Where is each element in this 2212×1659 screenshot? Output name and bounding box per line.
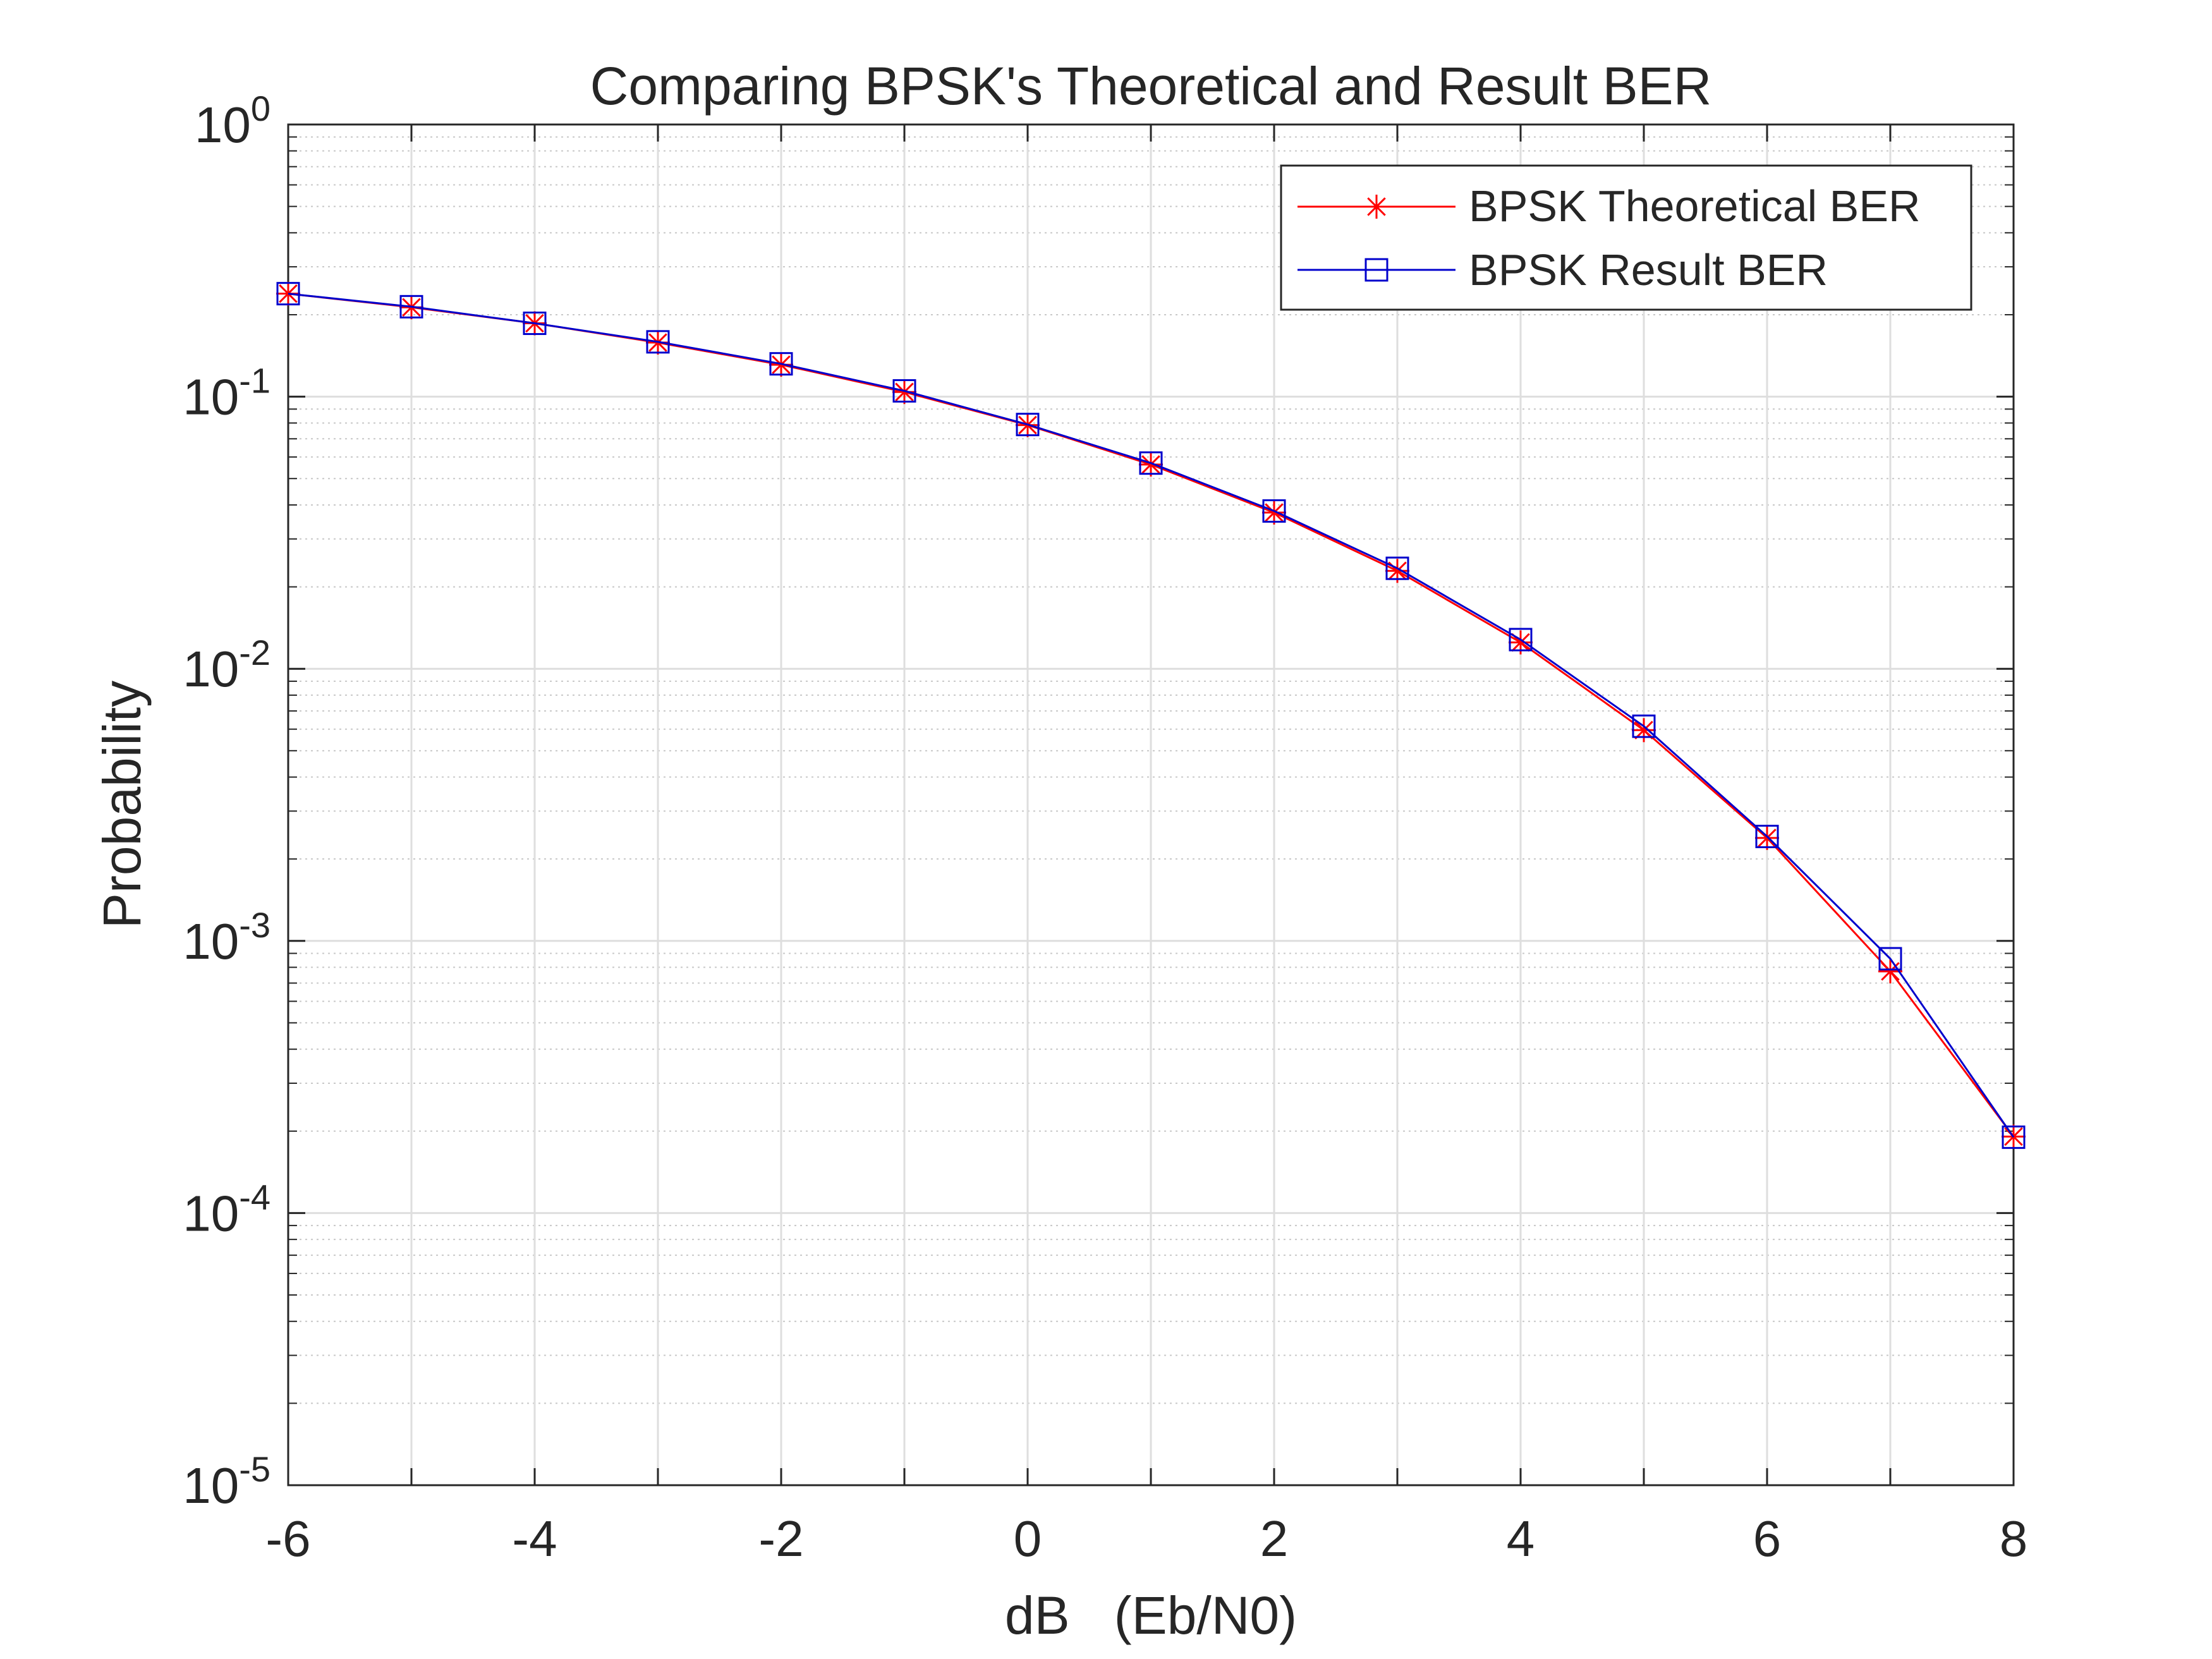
data-point-series-1 [1262, 499, 1286, 523]
data-point-series-1 [1755, 825, 1779, 849]
data-point-series-1 [276, 282, 300, 306]
x-tick-label: 0 [1014, 1510, 1042, 1567]
legend-box [1280, 164, 1972, 311]
legend-marker-symbol [1364, 195, 1389, 219]
x-tick-label: -4 [512, 1510, 557, 1567]
legend-label-theoretical: BPSK Theoretical BER [1469, 181, 1921, 231]
legend-marker-symbol [1364, 258, 1389, 282]
data-point-series-1 [1632, 714, 1656, 738]
data-point-series-0 [1262, 501, 1286, 525]
x-tick-labels: -6 -4 -2 0 2 4 6 8 [265, 1510, 2027, 1567]
x-tick-label: 2 [1260, 1510, 1289, 1567]
data-point-series-1 [1139, 451, 1163, 475]
y-axis-label: Probability [92, 681, 152, 928]
x-tick-label: 4 [1507, 1510, 1535, 1567]
data-point-series-1 [2002, 1125, 2026, 1149]
data-point-series-0 [892, 380, 916, 404]
y-tick-label: 10-3 [183, 905, 270, 969]
series-layer [276, 281, 2026, 1149]
y-tick-label: 10-4 [183, 1177, 270, 1241]
data-point-series-1 [399, 295, 423, 319]
data-point-series-1 [523, 312, 547, 336]
x-axis-label: dB (Eb/N0) [1005, 1586, 1297, 1645]
series-line-1 [288, 293, 2015, 1138]
x-tick-label: -6 [265, 1510, 310, 1567]
data-point-series-0 [1632, 718, 1656, 743]
data-point-series-1 [1509, 628, 1533, 652]
y-tick-labels: 100 10-1 10-2 10-3 10-4 10-5 [183, 88, 270, 1514]
y-tick-label: 10-2 [183, 633, 270, 697]
data-point-series-0 [1139, 453, 1163, 477]
x-tick-label: 8 [2000, 1510, 2028, 1567]
data-point-series-1 [769, 352, 793, 376]
chart-title: Comparing BPSK's Theoretical and Result … [590, 56, 1712, 116]
y-tick-label: 100 [195, 88, 270, 153]
legend-marker-theoretical [1364, 195, 1389, 219]
y-tick-label: 10-5 [183, 1449, 270, 1514]
legend: BPSK Theoretical BER BPSK Result BER [1280, 164, 1972, 311]
x-tick-label: -2 [758, 1510, 803, 1567]
x-tick-label: 6 [1753, 1510, 1782, 1567]
y-tick-label: 10-1 [183, 361, 270, 425]
data-point-series-1 [1016, 413, 1040, 437]
legend-label-result: BPSK Result BER [1469, 245, 1828, 295]
data-point-series-1 [1878, 947, 1902, 971]
data-point-series-1 [646, 330, 670, 354]
axes-box [287, 123, 2015, 1486]
data-point-series-1 [1385, 556, 1409, 580]
data-point-series-1 [892, 379, 916, 403]
legend-marker-result [1364, 258, 1389, 282]
